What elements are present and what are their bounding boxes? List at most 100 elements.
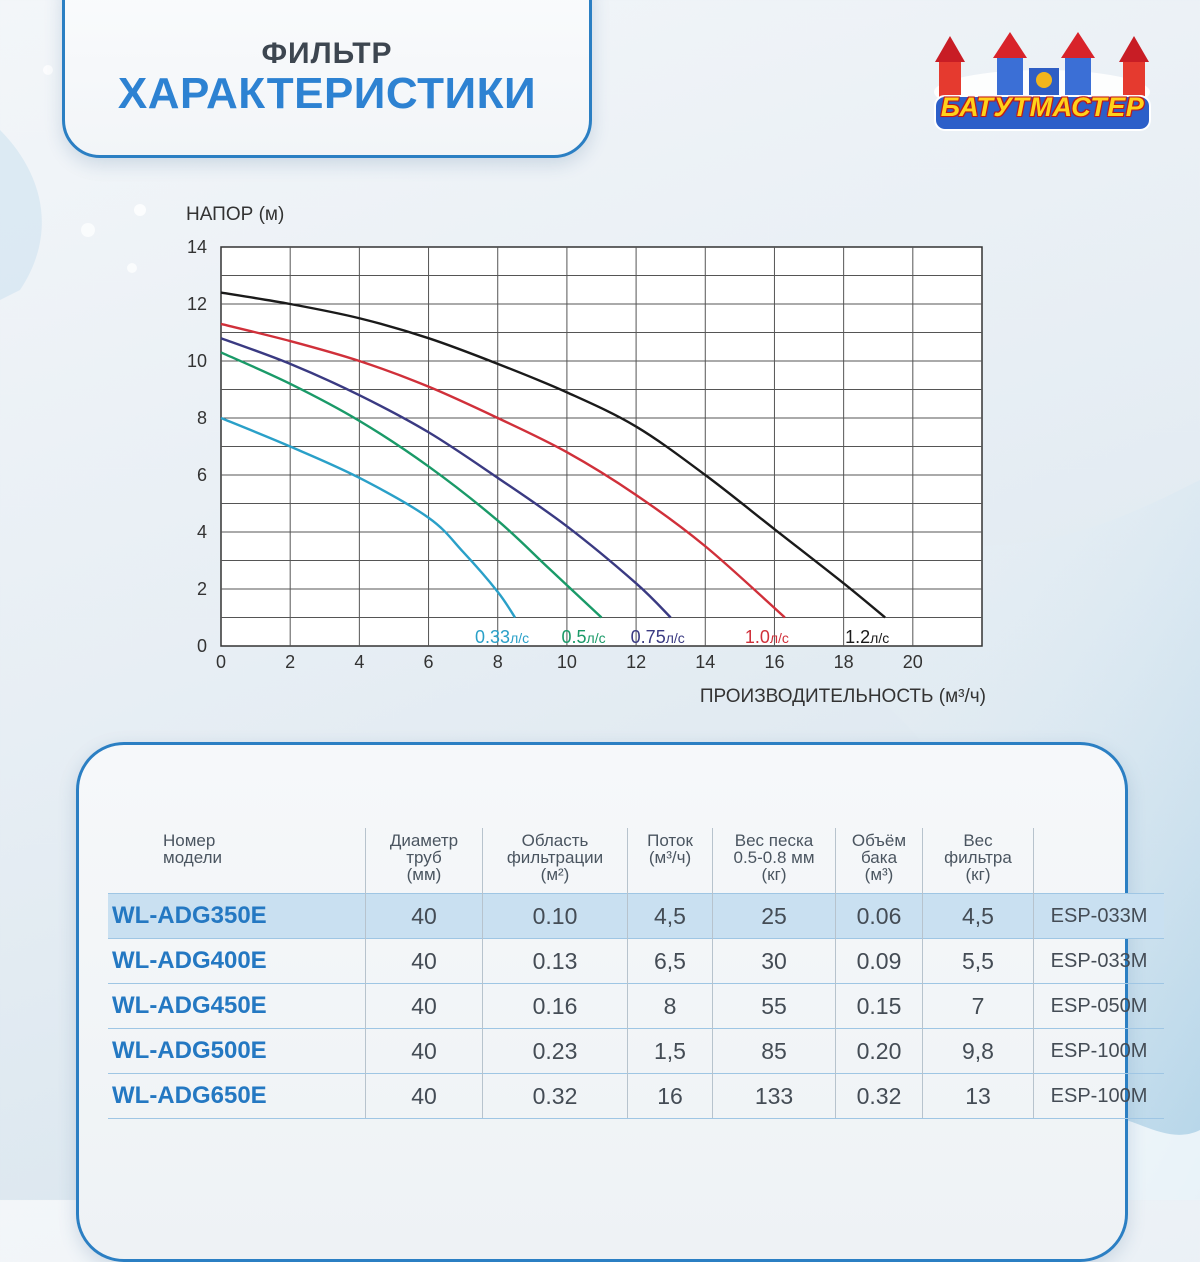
series-label-0.33: 0.33л/с [475, 627, 529, 647]
table-cell: ESP-050M [1033, 983, 1164, 1029]
column-header: Поток (м³/ч) [627, 828, 713, 894]
series-line-1.2 [220, 291, 886, 619]
table-cell: 9,8 [922, 1028, 1034, 1074]
x-tick-label: 16 [764, 652, 784, 672]
table-cell: 85 [712, 1028, 836, 1074]
x-tick-label: 14 [695, 652, 715, 672]
series-label-value: 0.33 [475, 627, 510, 647]
pump-curve-chart: 0 2 4 6 8 10 12 14 16 18 20 0 2 4 6 8 10 12 14 НАПОР (м) ПРО… [186, 204, 986, 707]
series-label-0.75: 0.75л/с [631, 627, 685, 647]
table-row: WL-ADG400E 40 0.13 6,5 30 0.09 5,5 ESP-033M [108, 938, 1164, 984]
column-header: Объём бака (м³) [835, 828, 923, 894]
x-tick-label: 12 [626, 652, 646, 672]
series-label-value: 0.5 [562, 627, 587, 647]
model-name-cell: WL-ADG500E [108, 1028, 366, 1074]
series-label-unit: л/с [510, 630, 529, 646]
table-cell: 0.13 [482, 938, 628, 984]
series-label-value: 1.0 [745, 627, 770, 647]
x-tick-label: 18 [834, 652, 854, 672]
series-label-unit: л/с [587, 630, 606, 646]
table-cell: 4,5 [922, 893, 1034, 939]
series-label-1.2: 1.2л/с [845, 627, 889, 647]
table-cell: 30 [712, 938, 836, 984]
table-row: WL-ADG350E 40 0.10 4,5 25 0.06 4,5 ESP-033M [108, 893, 1164, 939]
y-tick-label: 4 [197, 522, 207, 542]
column-header: Область фильтрации (м²) [482, 828, 628, 894]
model-name-cell: WL-ADG650E [108, 1073, 366, 1119]
table-row: WL-ADG500E 40 0.23 1,5 85 0.20 9,8 ESP-100M [108, 1028, 1164, 1074]
x-tick-label: 2 [285, 652, 295, 672]
table-cell: 5,5 [922, 938, 1034, 984]
column-header [1033, 828, 1164, 894]
x-tick-label: 4 [354, 652, 364, 672]
series-label-value: 0.75 [631, 627, 666, 647]
table-cell: 0.20 [835, 1028, 923, 1074]
column-header: Диаметр труб (мм) [365, 828, 483, 894]
page-subtitle: ФИЛЬТР [261, 37, 393, 70]
y-tick-label: 14 [187, 237, 207, 257]
table-cell: ESP-033M [1033, 938, 1164, 984]
x-axis-label: ПРОИЗВОДИТЕЛЬНОСТЬ (м³/ч) [700, 686, 986, 707]
y-tick-label: 6 [197, 465, 207, 485]
column-header: Вес фильтра (кг) [922, 828, 1034, 894]
y-tick-label: 2 [197, 579, 207, 599]
table-row: WL-ADG650E 40 0.32 16 133 0.32 13 ESP-100M [108, 1073, 1164, 1119]
y-tick-label: 8 [197, 408, 207, 428]
series-line-0.5 [220, 351, 603, 619]
table-cell: 8 [627, 983, 713, 1029]
table-cell: 55 [712, 983, 836, 1029]
model-name-cell: WL-ADG450E [108, 983, 366, 1029]
table-cell: ESP-100M [1033, 1073, 1164, 1119]
table-cell: 0.06 [835, 893, 923, 939]
x-tick-label: 0 [216, 652, 226, 672]
table-cell: 4,5 [627, 893, 713, 939]
table-cell: 40 [365, 893, 483, 939]
y-tick-label: 0 [197, 636, 207, 656]
series-label-unit: л/с [666, 630, 685, 646]
table-cell: 0.10 [482, 893, 628, 939]
column-header: Вес песка 0.5-0.8 мм (кг) [712, 828, 836, 894]
table-cell: 1,5 [627, 1028, 713, 1074]
table-cell: 133 [712, 1073, 836, 1119]
column-header: Номер модели [163, 831, 222, 867]
table-cell: 0.16 [482, 983, 628, 1029]
table-cell: 0.09 [835, 938, 923, 984]
table-cell: ESP-033M [1033, 893, 1164, 939]
page-title: ХАРАКТЕРИСТИКИ [117, 69, 537, 118]
table-cell: 16 [627, 1073, 713, 1119]
table-cell: 13 [922, 1073, 1034, 1119]
table-row: WL-ADG450E 40 0.16 8 55 0.15 7 ESP-050M [108, 983, 1164, 1029]
series-label-value: 1.2 [845, 627, 870, 647]
series-label-0.5: 0.5л/с [562, 627, 606, 647]
table-cell: 40 [365, 1028, 483, 1074]
table-cell: 25 [712, 893, 836, 939]
specs-table: Номер модели Диаметр труб (мм) Область фил… [108, 828, 1164, 1119]
y-tick-label: 10 [187, 351, 207, 371]
table-cell: 40 [365, 938, 483, 984]
series-line-1.0 [220, 322, 786, 619]
castle-icon [934, 32, 1151, 131]
title-card: ФИЛЬТР ХАРАКТЕРИСТИКИ [62, 0, 592, 158]
x-tick-label: 20 [903, 652, 923, 672]
table-cell: ESP-100M [1033, 1028, 1164, 1074]
table-cell: 40 [365, 983, 483, 1029]
series-label-1.0: 1.0л/с [745, 627, 789, 647]
y-axis-label: НАПОР (м) [186, 204, 284, 225]
x-tick-label: 10 [557, 652, 577, 672]
x-tick-label: 6 [424, 652, 434, 672]
model-name-cell: WL-ADG350E [108, 893, 366, 939]
series-label-unit: л/с [770, 630, 789, 646]
brand-logo-text: БАТУТМАСТЕР [940, 92, 1145, 122]
brand-logo: БАТУТМАСТЕР [925, 30, 1160, 135]
table-cell: 0.32 [482, 1073, 628, 1119]
table-cell: 0.23 [482, 1028, 628, 1074]
table-cell: 0.32 [835, 1073, 923, 1119]
table-cell: 6,5 [627, 938, 713, 984]
table-cell: 0.15 [835, 983, 923, 1029]
table-cell: 40 [365, 1073, 483, 1119]
y-tick-label: 12 [187, 294, 207, 314]
series-label-unit: л/с [870, 630, 889, 646]
series-line-0.33 [220, 416, 517, 619]
model-name-cell: WL-ADG400E [108, 938, 366, 984]
series-line-0.75 [220, 337, 672, 619]
